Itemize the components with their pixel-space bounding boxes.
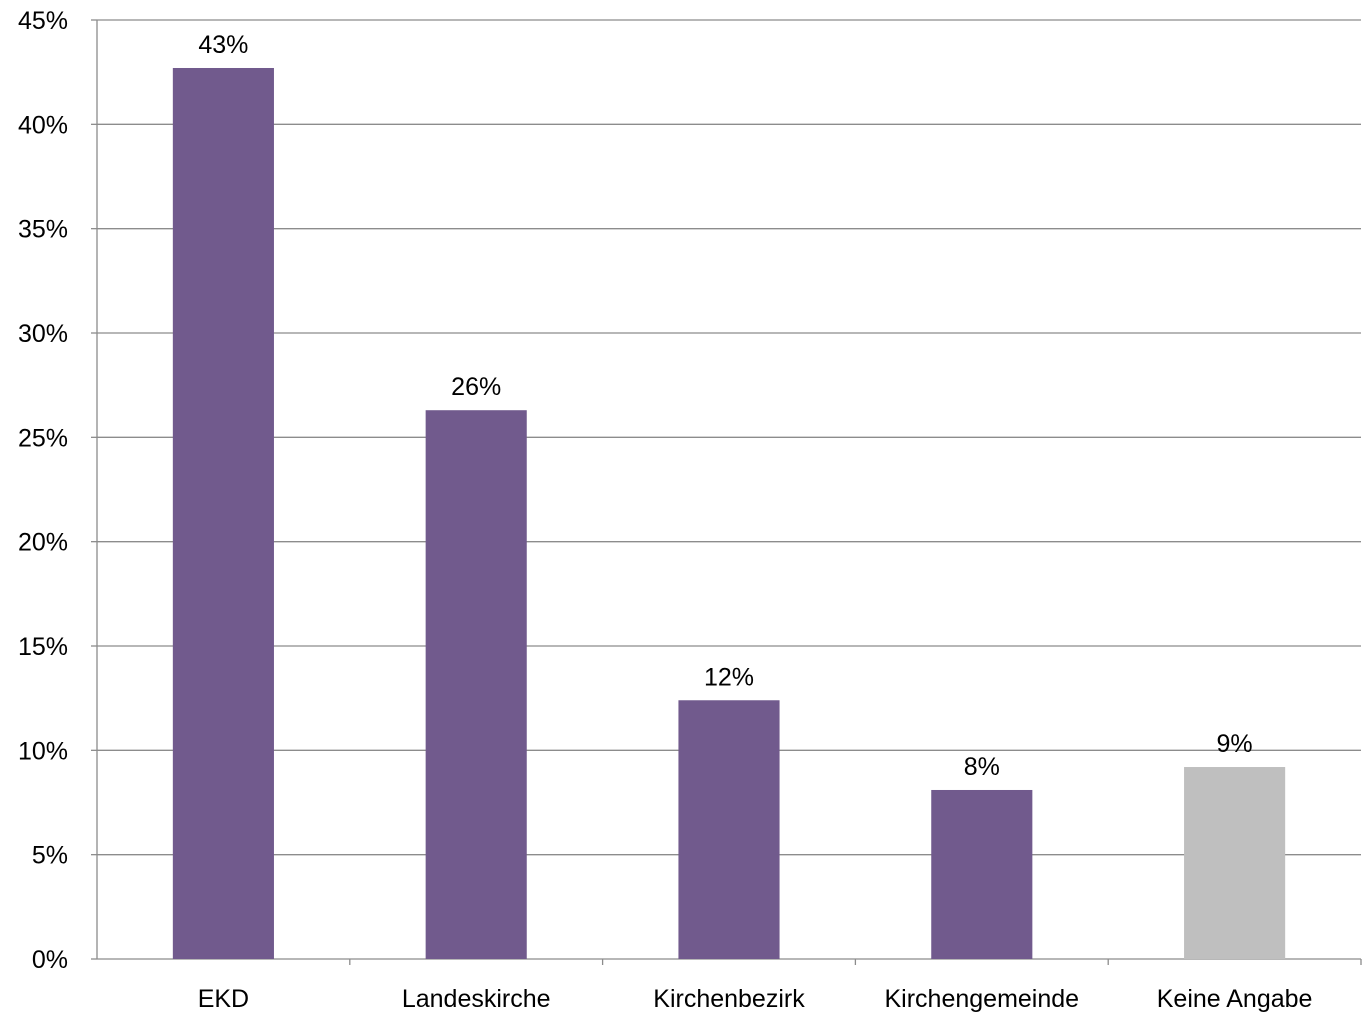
y-tick-label: 15% xyxy=(18,633,68,661)
x-tick-label: Keine Angabe xyxy=(1157,985,1313,1013)
data-label: 12% xyxy=(704,663,754,691)
x-tick-label: Kirchenbezirk xyxy=(653,985,805,1013)
data-label: 26% xyxy=(451,373,501,401)
x-tick-label: Landeskirche xyxy=(402,985,551,1013)
y-tick-label: 20% xyxy=(18,529,68,557)
bar-1 xyxy=(425,410,527,959)
x-axis-tick-labels: EKD Landeskirche Kirchenbezirk Kirchengemei… xyxy=(198,985,1313,1013)
y-tick-label: 5% xyxy=(32,842,68,870)
data-labels: 43% 26% 12% 8% 9% xyxy=(198,31,1252,781)
data-label: 9% xyxy=(1217,730,1253,758)
x-tick-label: EKD xyxy=(198,985,249,1013)
y-tick-label: 0% xyxy=(32,946,68,974)
y-tick-label: 35% xyxy=(18,216,68,244)
data-label: 8% xyxy=(964,753,1000,781)
y-tick-label: 25% xyxy=(18,424,68,452)
x-tick-label: Kirchengemeinde xyxy=(885,985,1080,1013)
y-tick-label: 30% xyxy=(18,320,68,348)
bar-4 xyxy=(1184,767,1286,959)
y-tick-label: 45% xyxy=(18,7,68,35)
bar-0 xyxy=(172,67,274,959)
y-tick-label: 40% xyxy=(18,111,68,139)
y-axis-tick-labels: 0% 5% 10% 15% 20% 25% 30% 35% 40% 45% xyxy=(18,7,68,974)
bar-3 xyxy=(931,789,1033,959)
y-tick-label: 10% xyxy=(18,737,68,765)
bars xyxy=(172,67,1286,959)
data-label: 43% xyxy=(198,31,248,59)
bar-2 xyxy=(678,700,780,959)
gridlines xyxy=(97,19,1361,856)
